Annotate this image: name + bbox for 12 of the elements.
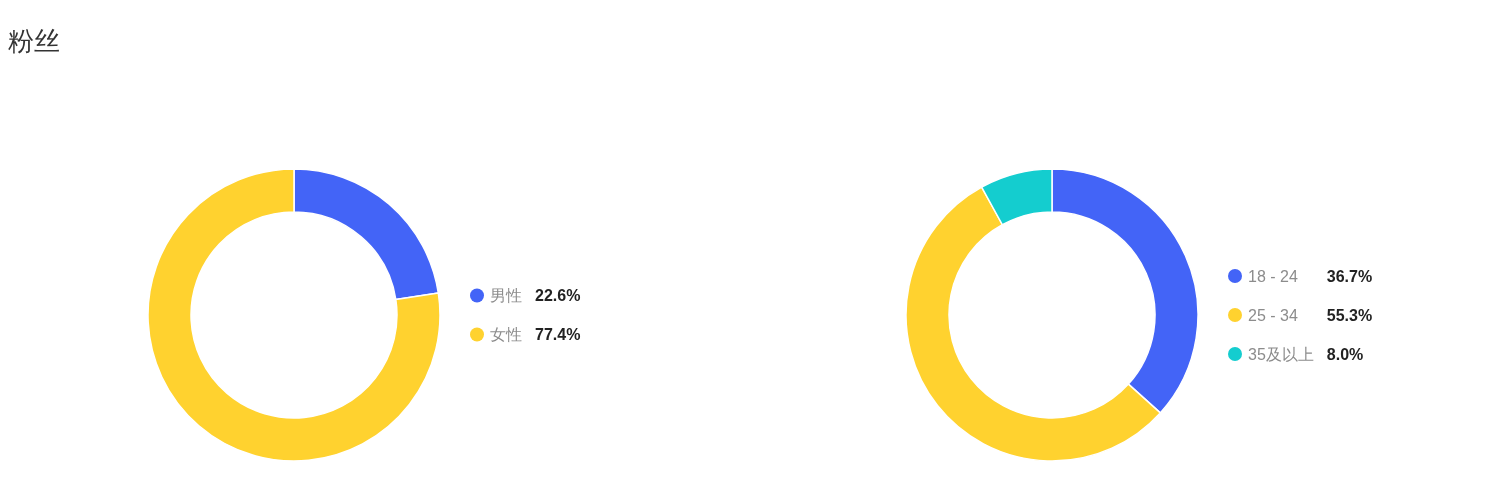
legend-label: 18 - 24 xyxy=(1248,267,1298,285)
chart-title: 粉丝 xyxy=(8,26,60,56)
data-label: 22.6% xyxy=(535,287,581,304)
data-label: 36.7% xyxy=(1326,267,1373,285)
legend-label: 35及以上 xyxy=(1248,345,1314,363)
data-label: 55.3% xyxy=(1326,306,1373,324)
legend-label: 25 - 34 xyxy=(1248,306,1298,324)
data-label: 8.0% xyxy=(1326,345,1364,363)
data-label: 77.4% xyxy=(535,326,581,343)
legend-label: 女性 xyxy=(490,326,522,343)
donut-slice xyxy=(147,168,441,462)
legend-label: 男性 xyxy=(490,287,522,304)
